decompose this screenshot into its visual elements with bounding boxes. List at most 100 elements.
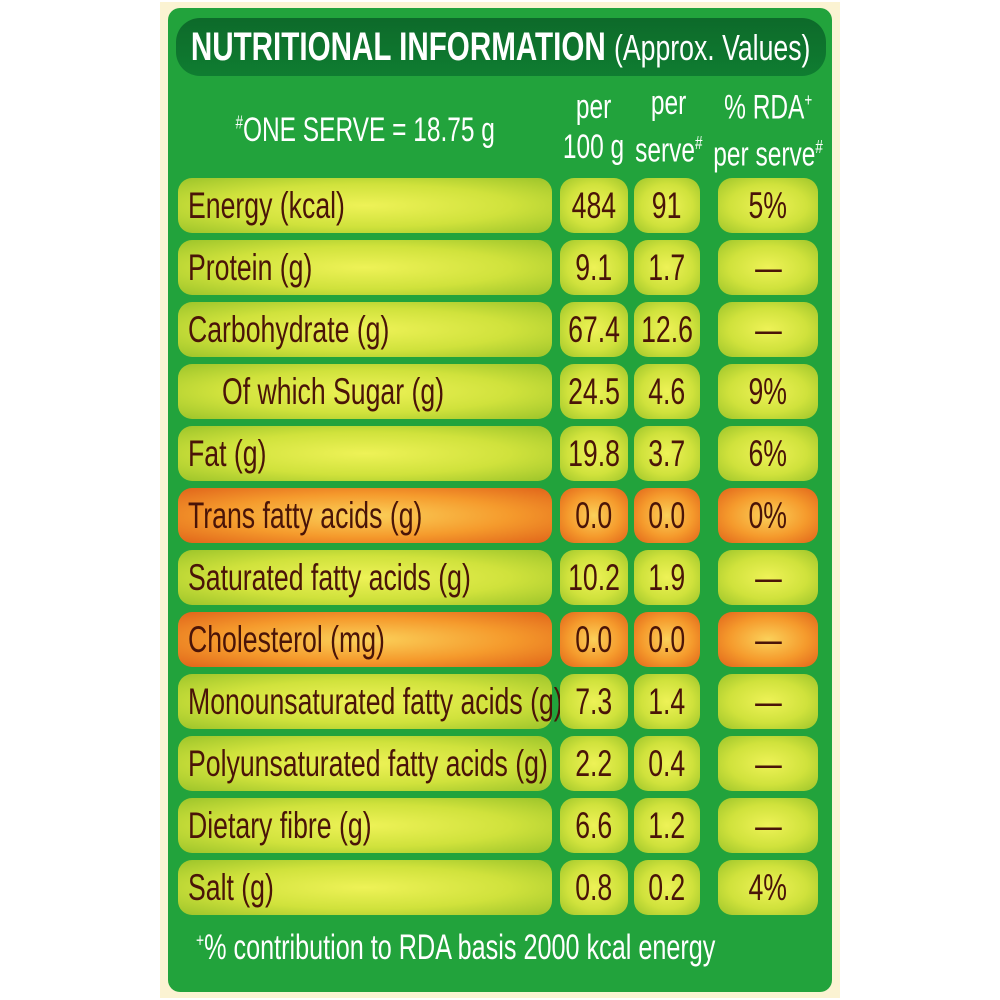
- row-label-pill: Saturated fatty acids (g): [178, 550, 552, 605]
- value-per-serve: 0.0: [648, 494, 686, 536]
- value-per-100g: 0.0: [575, 494, 613, 536]
- value-rda: —: [754, 556, 782, 598]
- column-header-text: % RDA: [723, 88, 805, 126]
- row-label-pill: Dietary fibre (g): [178, 798, 552, 853]
- value-rda: —: [754, 618, 782, 660]
- title-bar: [176, 18, 826, 76]
- value-per-100g: 10.2: [568, 556, 620, 598]
- value-pill: —: [718, 798, 818, 853]
- value-per-100g: 7.3: [575, 680, 613, 722]
- value-pill: 6.6: [560, 798, 628, 853]
- value-pill: 0.0: [560, 488, 628, 543]
- row-label-pill: Polyunsaturated fatty acids (g): [178, 736, 552, 791]
- column-header-line: serve#: [635, 123, 702, 170]
- value-rda: 6%: [748, 432, 788, 474]
- serve-note-box: #ONE SERVE = 18.75 g: [178, 100, 552, 160]
- title-text: NUTRITIONAL INFORMATION (Approx. Values): [191, 25, 811, 70]
- value-rda: —: [754, 742, 782, 784]
- value-rda: —: [754, 804, 782, 846]
- value-per-100g: 24.5: [568, 370, 620, 412]
- row-label-pill: Fat (g): [178, 426, 552, 481]
- row-label-pill: Salt (g): [178, 860, 552, 915]
- row-label: Polyunsaturated fatty acids (g): [188, 742, 548, 784]
- value-per-serve: 4.6: [648, 370, 686, 412]
- row-label-pill: Trans fatty acids (g): [178, 488, 552, 543]
- value-per-serve: 91: [652, 184, 682, 226]
- value-per-serve: 3.7: [648, 432, 686, 474]
- value-rda: —: [754, 308, 782, 350]
- row-label: Monounsaturated fatty acids (g): [188, 680, 563, 722]
- value-pill: 0%: [718, 488, 818, 543]
- value-per-serve: 0.4: [648, 742, 686, 784]
- value-per-serve: 12.6: [641, 308, 693, 350]
- column-header-text: per: [576, 88, 612, 126]
- value-rda: 4%: [748, 866, 788, 908]
- value-per-serve: 0.2: [648, 866, 686, 908]
- serve-note-mark: #: [235, 111, 243, 133]
- row-label: Cholesterol (mg): [188, 618, 385, 660]
- column-header-line: % RDA+: [724, 80, 812, 127]
- value-rda: 5%: [748, 184, 788, 226]
- value-pill: 6%: [718, 426, 818, 481]
- value-pill: 484: [560, 178, 628, 233]
- footnote-mark: +: [196, 930, 205, 952]
- column-header: per serve#: [632, 84, 706, 170]
- column-header-line: per: [576, 87, 611, 127]
- value-per-serve: 1.4: [648, 680, 686, 722]
- row-label: Carbohydrate (g): [188, 308, 390, 350]
- value-pill: —: [718, 674, 818, 729]
- value-pill: —: [718, 240, 818, 295]
- column-header-mark: +: [804, 88, 813, 110]
- value-per-100g: 0.8: [575, 866, 613, 908]
- value-rda: —: [754, 246, 782, 288]
- value-per-serve: 1.2: [648, 804, 686, 846]
- value-pill: 1.9: [634, 550, 700, 605]
- value-pill: 4.6: [634, 364, 700, 419]
- value-per-100g: 19.8: [568, 432, 620, 474]
- row-label-pill: Monounsaturated fatty acids (g): [178, 674, 563, 729]
- value-pill: 67.4: [560, 302, 628, 357]
- column-header-text: serve: [635, 131, 696, 170]
- value-per-100g: 484: [571, 184, 617, 226]
- row-label-pill: Energy (kcal): [178, 178, 552, 233]
- row-label-pill: Cholesterol (mg): [178, 612, 552, 667]
- value-per-100g: 6.6: [575, 804, 613, 846]
- column-header-text: per serve: [713, 135, 816, 174]
- value-pill: 7.3: [560, 674, 628, 729]
- subtitle: (Approx. Values): [614, 26, 811, 68]
- value-pill: 3.7: [634, 426, 700, 481]
- column-header: per 100 g: [556, 84, 632, 170]
- value-pill: 19.8: [560, 426, 628, 481]
- value-pill: —: [718, 550, 818, 605]
- row-label-pill: Of which Sugar (g): [178, 364, 552, 419]
- title-box: NUTRITIONAL INFORMATION (Approx. Values): [176, 18, 826, 76]
- value-pill: —: [718, 736, 818, 791]
- value-pill: 24.5: [560, 364, 628, 419]
- value-pill: —: [718, 612, 818, 667]
- row-label: Protein (g): [188, 246, 313, 288]
- value-pill: 0.0: [634, 612, 700, 667]
- row-label: Energy (kcal): [188, 184, 345, 226]
- value-pill: —: [718, 302, 818, 357]
- value-pill: 91: [634, 178, 700, 233]
- serve-note: #ONE SERVE = 18.75 g: [235, 111, 494, 150]
- value-pill: 1.7: [634, 240, 700, 295]
- value-pill: 9%: [718, 364, 818, 419]
- value-pill: 0.0: [634, 488, 700, 543]
- column-header-line: per: [651, 83, 686, 123]
- column-header-text: 100 g: [563, 128, 625, 166]
- row-label: Saturated fatty acids (g): [188, 556, 471, 598]
- value-pill: 1.4: [634, 674, 700, 729]
- value-pill: 0.2: [634, 860, 700, 915]
- row-label-pill: Carbohydrate (g): [178, 302, 552, 357]
- footnote: +% contribution to RDA basis 2000 kcal e…: [196, 928, 715, 968]
- value-pill: 0.4: [634, 736, 700, 791]
- row-label: Salt (g): [188, 866, 274, 908]
- value-pill: 2.2: [560, 736, 628, 791]
- row-label: Of which Sugar (g): [222, 370, 445, 412]
- value-pill: 0.8: [560, 860, 628, 915]
- footnote-text: % contribution to RDA basis 2000 kcal en…: [204, 928, 716, 967]
- column-header-line: 100 g: [563, 127, 624, 167]
- column-header-mark: #: [815, 136, 823, 157]
